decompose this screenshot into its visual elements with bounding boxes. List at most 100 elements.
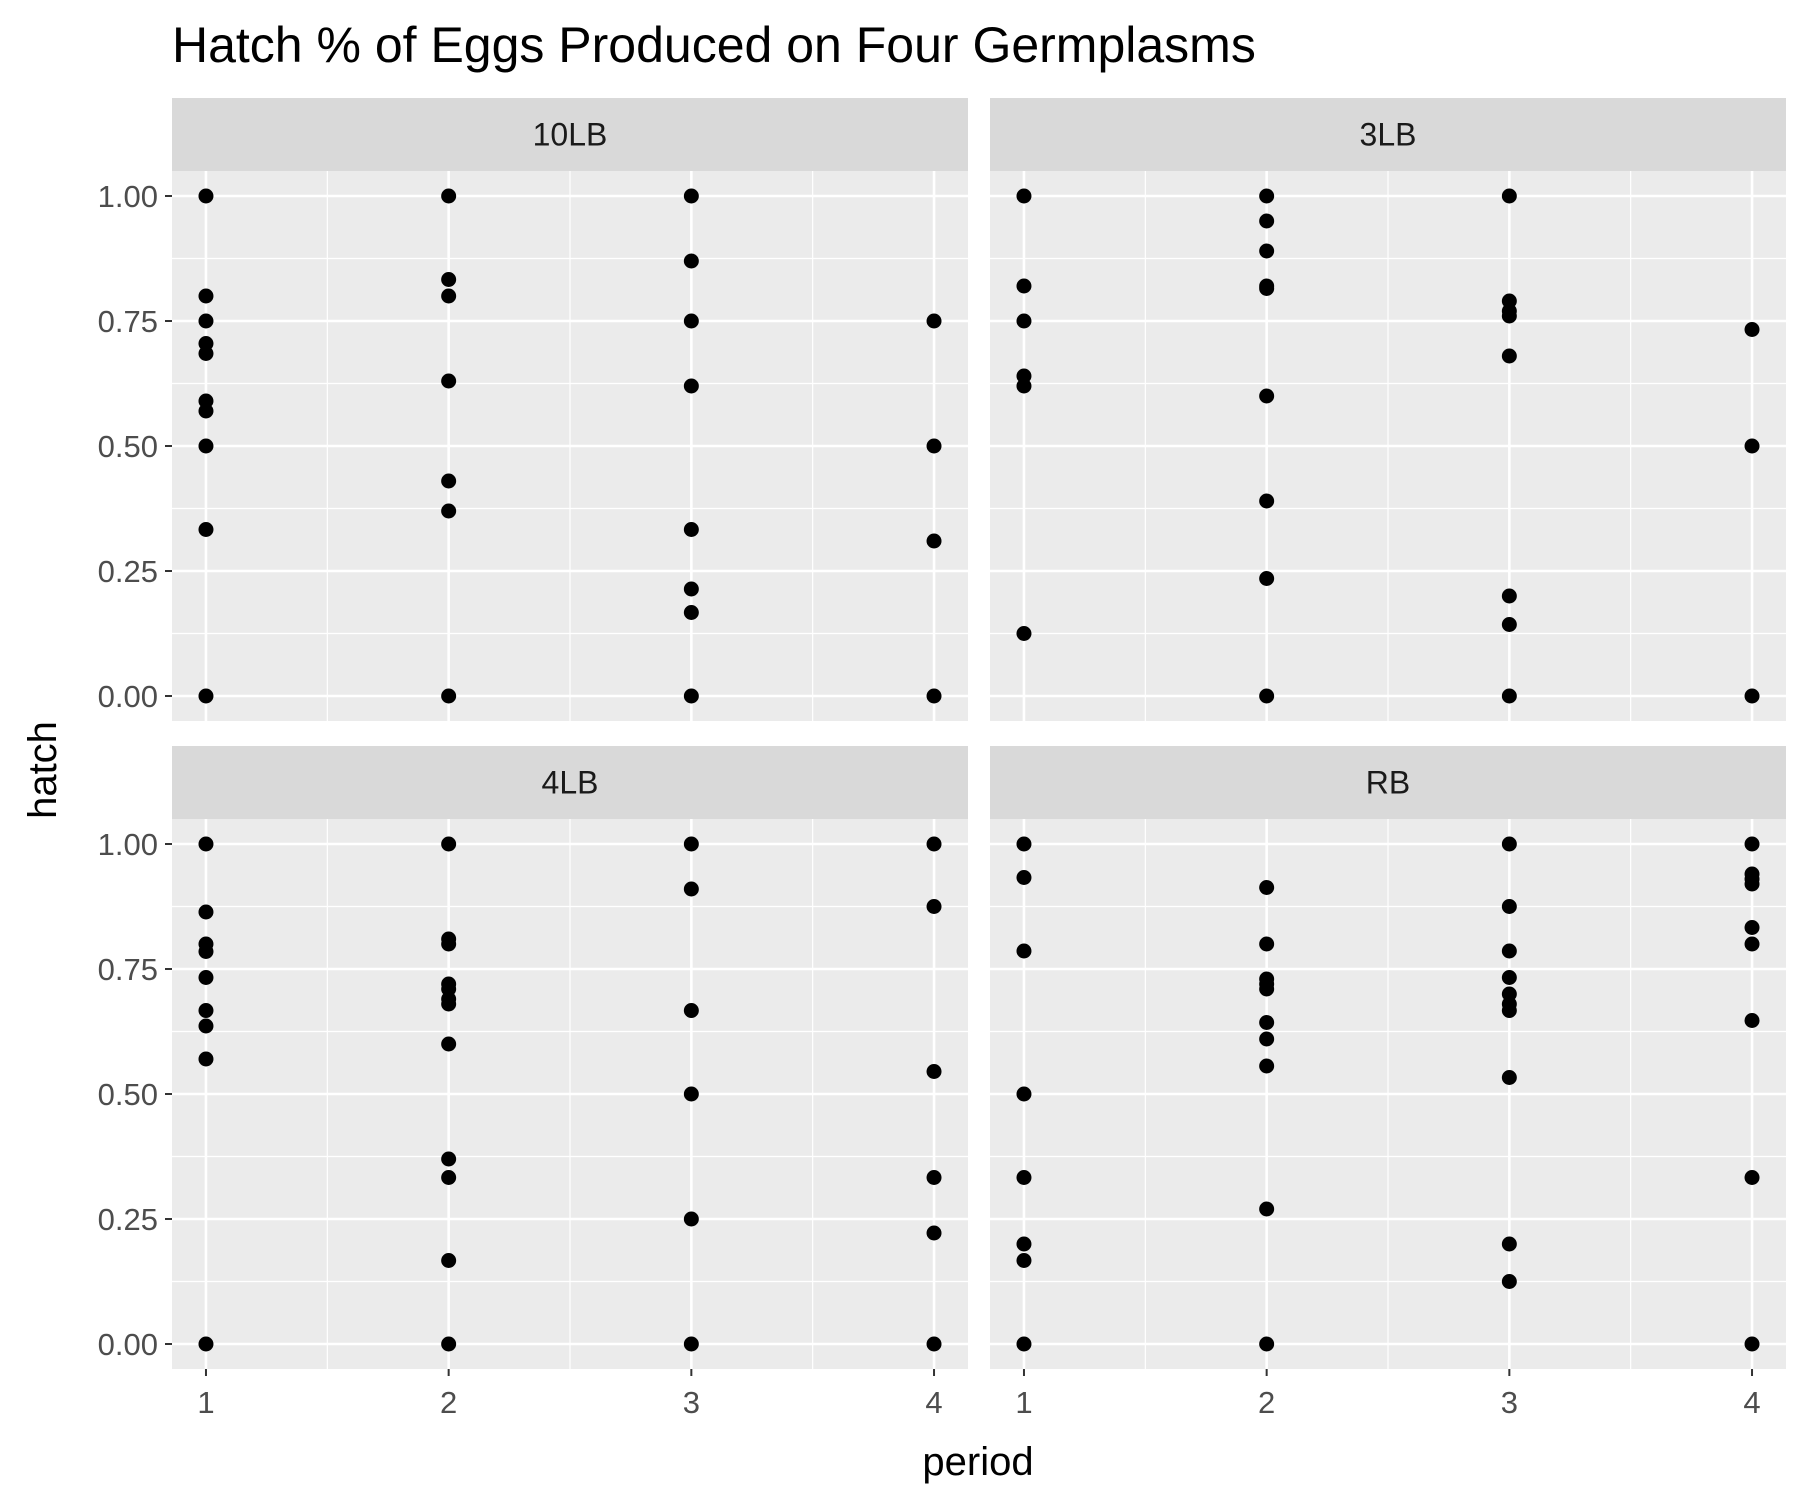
data-point <box>198 288 214 304</box>
data-point <box>683 1003 699 1018</box>
data-point <box>683 881 699 897</box>
y-tick-label: 0.25 <box>98 1202 158 1237</box>
panel-3lb: 3LB <box>990 98 1786 721</box>
data-point <box>1259 281 1275 296</box>
data-point <box>926 1225 942 1241</box>
y-axis-title: hatch <box>21 721 65 819</box>
data-point <box>1016 870 1032 885</box>
x-tick-label: 4 <box>1743 1385 1760 1420</box>
x-tick-label: 3 <box>1501 1385 1518 1420</box>
data-point <box>441 373 457 389</box>
data-point <box>1501 836 1517 852</box>
data-point <box>683 253 699 269</box>
x-tick-label: 4 <box>925 1385 942 1420</box>
data-point <box>1501 308 1517 324</box>
data-point <box>1744 1170 1760 1185</box>
data-point <box>926 1170 942 1185</box>
data-point <box>1259 243 1275 259</box>
data-point <box>1016 1336 1032 1352</box>
panel-10lb: 10LB 0.00 0.25 0.50 0.75 1.00 <box>98 98 968 721</box>
data-point <box>1016 188 1032 204</box>
strip-rb <box>990 746 1786 819</box>
data-point <box>198 1336 214 1352</box>
data-point <box>926 533 942 549</box>
data-point <box>1016 313 1032 329</box>
data-point <box>1744 876 1760 892</box>
data-point <box>1016 1086 1032 1102</box>
strip-10lb <box>172 98 968 171</box>
data-point <box>1259 688 1275 704</box>
data-point <box>1501 348 1517 364</box>
data-point <box>1744 1013 1760 1028</box>
data-point <box>1501 943 1517 959</box>
data-point <box>1259 981 1275 997</box>
data-point <box>683 188 699 204</box>
data-point <box>1259 1201 1275 1217</box>
data-point <box>683 1211 699 1227</box>
y-tick-label: 0.00 <box>98 679 158 714</box>
data-point <box>441 688 457 704</box>
data-point <box>1744 438 1760 454</box>
data-point <box>683 1336 699 1352</box>
chart-title: Hatch % of Eggs Produced on Four Germpla… <box>172 17 1256 73</box>
data-point <box>1501 970 1517 985</box>
data-point <box>1501 617 1517 632</box>
data-point <box>441 1151 457 1167</box>
data-point <box>1501 688 1517 704</box>
data-point <box>441 996 457 1012</box>
data-point <box>1259 1058 1275 1074</box>
data-point <box>1259 213 1275 229</box>
data-point <box>441 1336 457 1352</box>
y-tick-label: 0.50 <box>98 1077 158 1112</box>
data-point <box>683 1086 699 1102</box>
data-point <box>1501 1003 1517 1018</box>
panel-4lb: 4LB 0.00 0.25 0.50 0.75 1.00 1 2 3 4 <box>98 746 968 1420</box>
y-tick-label: 0.75 <box>98 952 158 987</box>
data-point <box>198 188 214 204</box>
data-point <box>198 346 214 361</box>
y-tick-label: 1.00 <box>98 179 158 214</box>
data-point <box>198 522 214 537</box>
data-point <box>1016 1236 1032 1252</box>
data-point <box>198 688 214 704</box>
data-point <box>1016 626 1032 641</box>
strip-label: 4LB <box>542 765 599 801</box>
data-point <box>441 1253 457 1268</box>
data-point <box>1016 1170 1032 1185</box>
strip-4lb <box>172 746 968 819</box>
data-point <box>1744 688 1760 704</box>
data-point <box>1016 378 1032 394</box>
data-point <box>926 1064 942 1079</box>
data-point <box>683 313 699 329</box>
data-point <box>1259 936 1275 952</box>
y-tick-label: 1.00 <box>98 827 158 862</box>
strip-label: 10LB <box>533 117 608 153</box>
x-tick-label: 2 <box>1258 1385 1275 1420</box>
data-point <box>1744 322 1760 337</box>
panels-layer: 10LB 0.00 0.25 0.50 0.75 1.00 3LB 4LB 0.00 0.25 0.… <box>98 98 1786 1420</box>
data-point <box>441 1036 457 1052</box>
data-point <box>441 936 457 952</box>
data-point <box>926 899 942 914</box>
data-point <box>198 1051 214 1067</box>
data-point <box>683 581 699 597</box>
data-point <box>1501 1236 1517 1252</box>
x-tick-label: 1 <box>1015 1385 1032 1420</box>
data-point <box>441 503 457 519</box>
data-point <box>198 438 214 454</box>
data-point <box>926 688 942 704</box>
data-point <box>441 272 457 287</box>
data-point <box>441 188 457 204</box>
data-point <box>198 944 214 959</box>
data-point <box>198 403 214 419</box>
data-point <box>441 473 457 489</box>
data-point <box>198 836 214 852</box>
data-point <box>683 688 699 704</box>
x-tick-label: 3 <box>683 1385 700 1420</box>
data-point <box>441 836 457 852</box>
data-point <box>1501 588 1517 604</box>
data-point <box>441 288 457 304</box>
data-point <box>1744 836 1760 852</box>
y-tick-label: 0.00 <box>98 1327 158 1362</box>
data-point <box>1744 1336 1760 1352</box>
